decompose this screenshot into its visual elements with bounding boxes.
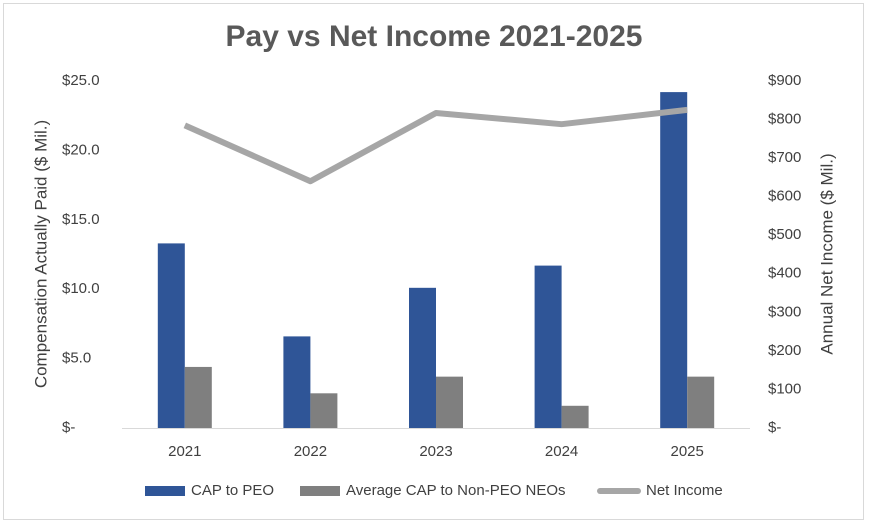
y2-tick-label: $700: [768, 149, 801, 166]
x-tick-label: 2025: [671, 443, 704, 460]
legend-label: CAP to PEO: [191, 482, 274, 499]
y2-tick-label: $600: [768, 188, 801, 205]
y2-tick-label: $100: [768, 380, 801, 397]
y-tick-label: $15.0: [62, 211, 100, 228]
y2-tick-label: $800: [768, 111, 801, 128]
bar: [561, 405, 589, 428]
bar: [534, 265, 562, 428]
y-tick-label: $-: [62, 419, 75, 436]
y2-tick-label: $500: [768, 226, 801, 243]
bar: [660, 92, 688, 428]
y2-tick-label: $-: [768, 419, 781, 436]
y2-tick-label: $200: [768, 342, 801, 359]
x-tick-label: 2023: [419, 443, 452, 460]
bar: [310, 393, 338, 428]
bar: [687, 376, 715, 428]
y-tick-label: $25.0: [62, 72, 100, 89]
y-tick-label: $10.0: [62, 280, 100, 297]
legend-label: Net Income: [646, 482, 723, 499]
legend-swatch: [300, 486, 340, 496]
bar: [283, 336, 311, 428]
y2-tick-label: $400: [768, 265, 801, 282]
legend-swatch: [145, 486, 185, 496]
bar: [436, 376, 463, 428]
y2-tick-label: $300: [768, 303, 801, 320]
y-tick-label: $20.0: [62, 141, 100, 158]
bar: [157, 243, 185, 428]
y2-tick-label: $900: [768, 72, 801, 89]
x-tick-label: 2022: [294, 443, 327, 460]
legend-label: Average CAP to Non-PEO NEOs: [346, 482, 566, 499]
y-tick-label: $5.0: [62, 350, 91, 367]
bar: [409, 287, 436, 428]
y-axis-title: Compensation Actually Paid ($ Mil.): [31, 120, 50, 388]
chart-title: Pay vs Net Income 2021-2025: [226, 20, 643, 53]
chart-border: [3, 3, 864, 520]
x-tick-label: 2021: [168, 443, 201, 460]
y2-axis-title: Annual Net Income ($ Mil.): [817, 153, 836, 354]
bar: [184, 366, 212, 428]
x-tick-label: 2024: [545, 443, 578, 460]
line: [183, 106, 688, 185]
